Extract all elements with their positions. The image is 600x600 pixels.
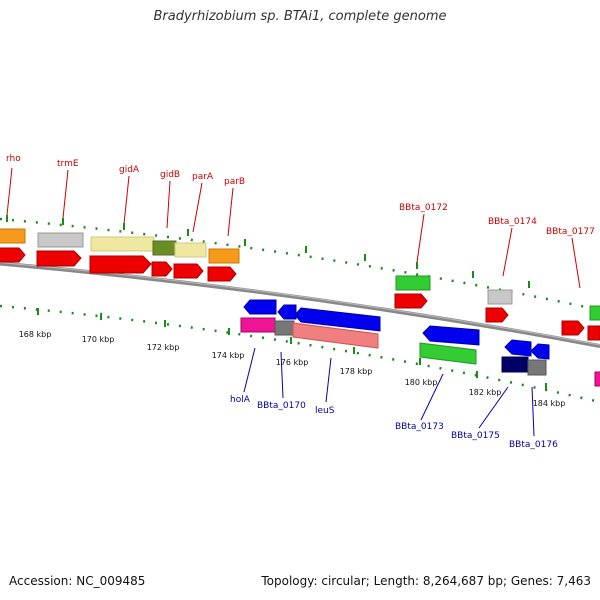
scale-label: 178 kbp	[340, 367, 373, 376]
reverse-gene-labels: holA BBta_0170 leuS BBta_0173 BBta_0175 …	[230, 395, 558, 450]
label-gidA[interactable]: gidA	[119, 165, 140, 175]
connector-BBta_0173	[420, 373, 444, 421]
reverse-connectors	[243, 347, 535, 437]
gene-parB[interactable]	[208, 248, 240, 264]
cds-arrow	[561, 320, 585, 336]
scale-label: 182 kbp	[469, 388, 502, 397]
connector-gidA	[123, 175, 130, 225]
gene-leuS[interactable]	[292, 322, 379, 349]
connector-BBta_0177	[571, 237, 581, 289]
cds-arrow	[485, 307, 509, 323]
connector-holA	[243, 347, 256, 393]
connector-BBta_0175	[478, 386, 509, 429]
connector-BBta_0170	[280, 351, 284, 399]
gene-BBta_0177-green[interactable]	[589, 305, 600, 321]
cds-arrow-rev	[277, 304, 297, 320]
cds-arrow-rev	[243, 299, 277, 315]
forward-major-ticks	[6, 215, 530, 288]
accession-text: Accession: NC_009485	[9, 574, 146, 588]
cds-arrow-rev	[294, 307, 381, 332]
gene-BBta_0174[interactable]	[487, 289, 513, 305]
cds-arrow-rev	[504, 339, 532, 357]
cds-arrow	[89, 255, 152, 274]
gene-BBta_0170[interactable]	[274, 320, 295, 336]
connector-BBta_0174	[502, 227, 513, 277]
gene-BBta_0172[interactable]	[395, 275, 431, 291]
label-BBta_0173[interactable]: BBta_0173	[395, 422, 444, 432]
reverse-major-ticks	[37, 308, 547, 390]
label-parA[interactable]: parA	[192, 172, 214, 182]
gene-gidB[interactable]	[152, 240, 177, 256]
connector-BBta_0176	[531, 386, 535, 437]
gene-BBta_0173[interactable]	[419, 342, 477, 365]
cds-arrow	[587, 325, 600, 341]
reverse-genes	[240, 299, 600, 387]
label-holA[interactable]: holA	[230, 395, 251, 405]
scale-label: 180 kbp	[405, 378, 438, 387]
genome-backbone	[0, 261, 600, 348]
gene-BBta_0176[interactable]	[527, 359, 547, 376]
label-BBta_0172[interactable]: BBta_0172	[399, 203, 448, 213]
cds-arrow	[207, 266, 237, 282]
gene-edge-pink[interactable]	[594, 371, 600, 387]
cds-arrow-rev	[530, 343, 550, 360]
connector-parB	[227, 187, 234, 237]
scale-labels: 168 kbp 170 kbp 172 kbp 174 kbp 176 kbp …	[19, 330, 566, 408]
gene-parA[interactable]	[174, 242, 207, 258]
label-BBta_0170[interactable]: BBta_0170	[257, 401, 306, 411]
forward-connectors	[6, 167, 581, 289]
scale-label: 174 kbp	[212, 351, 245, 360]
connector-gidB	[166, 180, 171, 229]
connector-BBta_0172	[416, 213, 425, 263]
forward-gene-labels: rho trmE gidA gidB parA parB BBta_0172 B…	[6, 154, 595, 237]
reverse-tick-track	[0, 304, 600, 404]
label-leuS[interactable]: leuS	[315, 406, 335, 416]
genome-stats: Topology: circular; Length: 8,264,687 bp…	[261, 574, 591, 588]
gene-rho[interactable]	[0, 228, 26, 244]
scale-label: 176 kbp	[276, 358, 309, 367]
gene-holA[interactable]	[240, 317, 276, 333]
connector-trmE	[62, 169, 69, 219]
cds-arrow	[173, 263, 204, 279]
connector-leuS	[325, 357, 332, 403]
scale-label: 168 kbp	[19, 330, 52, 339]
gene-trmE[interactable]	[37, 232, 84, 248]
label-rho[interactable]: rho	[6, 154, 21, 164]
cds-arrow-rev	[422, 325, 480, 346]
connector-rho	[6, 167, 13, 216]
label-gidB[interactable]: gidB	[160, 170, 180, 180]
gene-gidA[interactable]	[90, 236, 155, 252]
cds-arrow	[36, 250, 82, 267]
forward-tick-track	[0, 217, 600, 312]
cds-arrow	[0, 247, 26, 263]
scale-label: 184 kbp	[533, 399, 566, 408]
label-BBta_0175[interactable]: BBta_0175	[451, 431, 500, 441]
gene-BBta_0175[interactable]	[501, 356, 529, 373]
map-title: Bradyrhizobium sp. BTAi1, complete genom…	[153, 9, 447, 24]
label-BBta_0177[interactable]: BBta_0177	[546, 227, 595, 237]
cds-arrow	[151, 261, 173, 277]
label-parB[interactable]: parB	[224, 177, 245, 187]
scale-label: 172 kbp	[147, 343, 180, 352]
connector-parA	[192, 182, 203, 233]
label-trmE[interactable]: trmE	[57, 159, 79, 169]
cds-arrow	[394, 293, 428, 309]
scale-label: 170 kbp	[82, 335, 115, 344]
forward-genes	[0, 228, 600, 341]
label-BBta_0174[interactable]: BBta_0174	[488, 217, 537, 227]
label-BBta_0176[interactable]: BBta_0176	[509, 440, 558, 450]
